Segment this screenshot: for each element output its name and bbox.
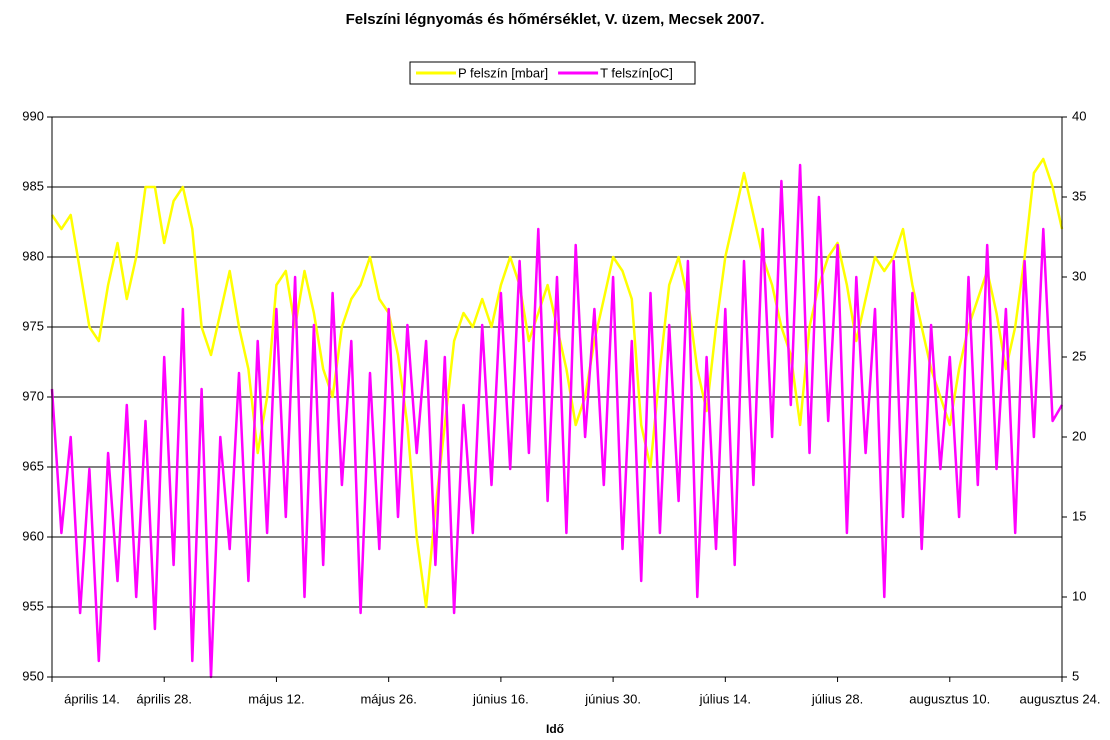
y2-tick-label: 40 <box>1072 108 1086 123</box>
y-tick-label: 985 <box>22 178 44 193</box>
y-tick-label: 950 <box>22 668 44 683</box>
legend-box <box>409 61 696 85</box>
y-tick-label: 970 <box>22 388 44 403</box>
y2-tick-label: 10 <box>1072 588 1086 603</box>
x-tick-label: április 14. <box>64 691 120 706</box>
y-tick-label: 980 <box>22 248 44 263</box>
x-tick-label: június 30. <box>584 691 641 706</box>
x-tick-label: augusztus 24. <box>1020 691 1101 706</box>
y-tick-label: 975 <box>22 318 44 333</box>
y2-tick-label: 35 <box>1072 188 1086 203</box>
x-tick-label: július 28. <box>811 691 863 706</box>
y-tick-label: 965 <box>22 458 44 473</box>
series-line <box>50 157 1064 609</box>
y2-tick-label: 25 <box>1072 348 1086 363</box>
x-tick-label: július 14. <box>699 691 751 706</box>
y2-tick-label: 20 <box>1072 428 1086 443</box>
x-tick-label: május 12. <box>248 691 304 706</box>
plot-frame <box>51 116 1063 678</box>
legend-label: T felszín[oC] <box>600 65 673 80</box>
y-tick-label: 960 <box>22 528 44 543</box>
x-tick-label: június 16. <box>472 691 529 706</box>
y2-tick-label: 30 <box>1072 268 1086 283</box>
x-tick-label: április 28. <box>136 691 192 706</box>
y2-tick-label: 15 <box>1072 508 1086 523</box>
x-axis-label: Idő <box>546 722 564 736</box>
y-tick-label: 990 <box>22 108 44 123</box>
series-line <box>50 163 1064 679</box>
chart-title: Felszíni légnyomás és hőmérséklet, V. üz… <box>346 11 765 28</box>
y2-tick-label: 5 <box>1072 668 1079 683</box>
x-tick-label: május 26. <box>360 691 416 706</box>
y-tick-label: 955 <box>22 598 44 613</box>
legend-label: P felszín [mbar] <box>458 65 548 80</box>
x-tick-label: augusztus 10. <box>909 691 990 706</box>
